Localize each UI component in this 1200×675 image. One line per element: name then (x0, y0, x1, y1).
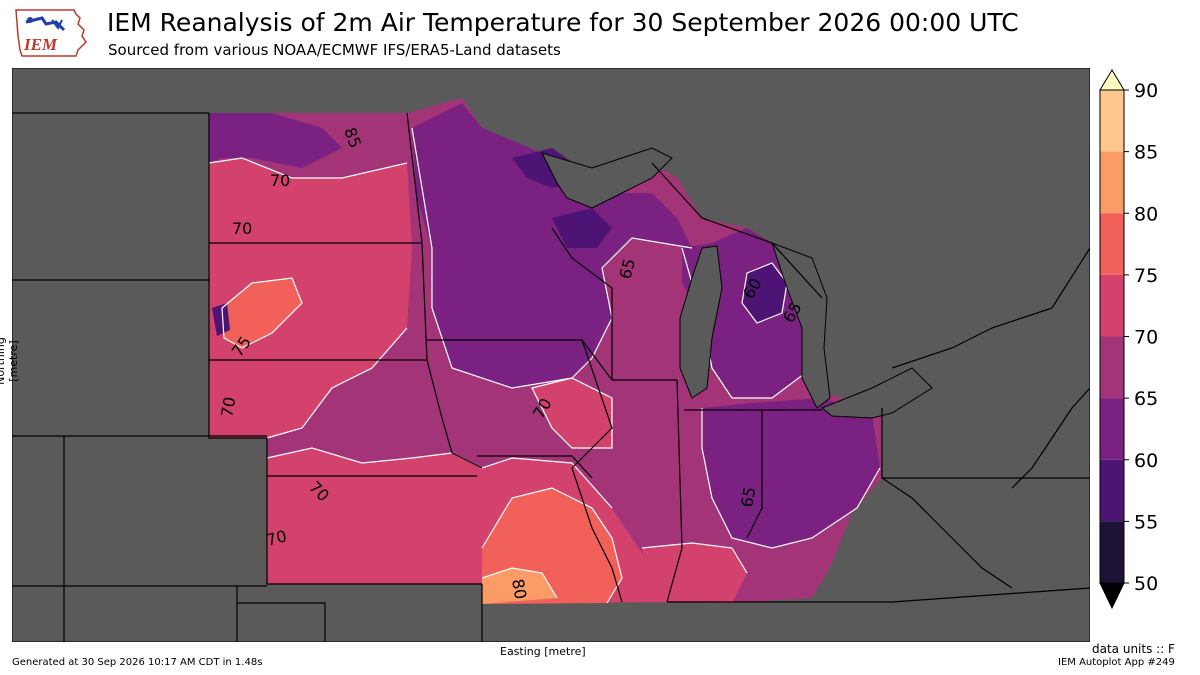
contour-label: 70 (232, 219, 252, 238)
contour-label: 70 (264, 526, 289, 550)
great-lakes (541, 147, 933, 419)
contour-label: 70 (270, 171, 290, 190)
state-borders (208, 112, 1090, 642)
colorbar-tick-label: 70 (1134, 327, 1158, 349)
lake-superior (541, 147, 673, 209)
colorbar-tick-label: 65 (1134, 388, 1158, 410)
colorbar-tick-label: 60 (1134, 450, 1158, 472)
colorbar-over-triangle (1099, 69, 1125, 91)
colorbar-bin (1100, 90, 1124, 152)
contour-label: 70 (217, 395, 239, 418)
contour-label: 65 (737, 485, 759, 508)
contour-lines (208, 127, 881, 604)
contour-label: 80 (508, 577, 530, 600)
lake-huron (771, 242, 831, 409)
colorbar-bin (1100, 213, 1124, 275)
contour-label: 65 (616, 256, 640, 281)
colorbar-tick-label: 80 (1134, 203, 1158, 225)
colorbar-tick-label: 75 (1134, 265, 1158, 287)
lake-michigan (679, 245, 723, 399)
generated-timestamp: Generated at 30 Sep 2026 10:17 AM CDT in… (12, 657, 263, 668)
colorbar-ticks: 90 85 80 75 70 65 60 55 50 (1124, 80, 1158, 595)
colorbar-bin (1100, 459, 1124, 522)
colorbar-bin (1100, 151, 1124, 214)
colorbar-tick-label: 50 (1134, 573, 1158, 595)
colorbar-bin (1100, 336, 1124, 399)
colorbar-tick-label: 55 (1134, 511, 1158, 533)
app-id: IEM Autoplot App #249 (1058, 657, 1175, 668)
colorbar-bin (1100, 398, 1124, 460)
temperature-map: 85 70 70 75 70 70 70 70 65 60 65 65 80 (12, 68, 1090, 642)
iem-logo: IEM (15, 9, 87, 57)
data-units: data units :: F (1092, 642, 1175, 656)
colorbar-bin (1100, 521, 1124, 583)
colorbar-tick-label: 90 (1134, 80, 1158, 102)
x-axis-label: Easting [metre] (500, 645, 586, 658)
chart-title: IEM Reanalysis of 2m Air Temperature for… (107, 8, 1019, 37)
logo-text: IEM (23, 35, 58, 54)
colorbar-bins (1099, 89, 1125, 584)
chart-subtitle: Sourced from various NOAA/ECMWF IFS/ERA5… (108, 41, 561, 59)
y-axis-label: Northing [metre] (0, 337, 20, 385)
temperature-fill (209, 98, 882, 604)
lake-erie (821, 367, 933, 419)
colorbar: 90 85 80 75 70 65 60 55 50 (1099, 69, 1158, 610)
western-borders (12, 112, 326, 642)
colorbar-bin (1100, 274, 1124, 337)
colorbar-tick-label: 85 (1134, 142, 1158, 164)
colorbar-under-triangle (1099, 582, 1125, 610)
